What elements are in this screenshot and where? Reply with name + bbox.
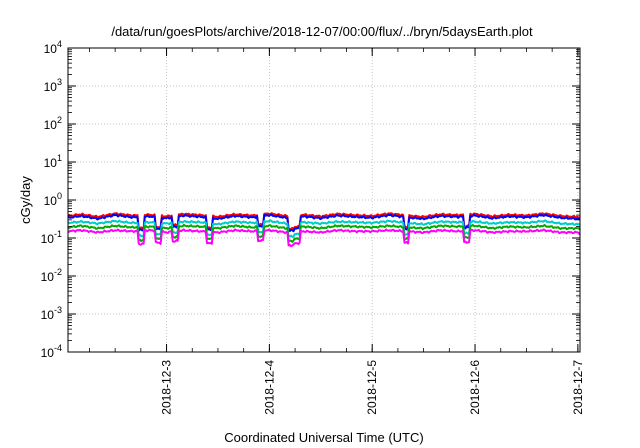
y-axis-label: cGy/day xyxy=(18,176,33,224)
x-axis-label: Coordinated Universal Time (UTC) xyxy=(224,430,423,445)
x-tick-label: 2018-12-6 xyxy=(468,360,482,415)
series-line xyxy=(67,228,581,248)
y-tick-label: 10-4 xyxy=(41,343,62,360)
x-tick-label: 2018-12-5 xyxy=(365,360,379,415)
series-layer xyxy=(67,212,581,248)
x-tick-label: 2018-12-7 xyxy=(571,360,585,415)
y-ticks: 10-4 10-3 10-2 10-1 100 101 102 103 104 xyxy=(41,39,580,360)
y-tick-label: 10-3 xyxy=(41,305,62,322)
y-tick-label: 103 xyxy=(44,77,62,94)
series-line xyxy=(67,219,581,238)
y-tick-label: 10-1 xyxy=(41,229,62,246)
x-tick-label: 2018-12-3 xyxy=(160,360,174,415)
series-line xyxy=(67,213,581,233)
y-tick-label: 100 xyxy=(44,191,62,208)
grid xyxy=(68,48,580,352)
y-tick-label: 101 xyxy=(44,153,62,170)
y-tick-label: 104 xyxy=(44,39,62,56)
chart-title: /data/run/goesPlots/archive/2018-12-07/0… xyxy=(111,24,533,39)
series-line xyxy=(67,223,581,243)
x-tick-label: 2018-12-4 xyxy=(262,360,276,415)
y-tick-label: 10-2 xyxy=(41,267,62,284)
x-ticks: 2018-12-3 2018-12-4 2018-12-5 2018-12-6 2018… xyxy=(89,48,585,415)
y-tick-label: 102 xyxy=(44,115,62,132)
